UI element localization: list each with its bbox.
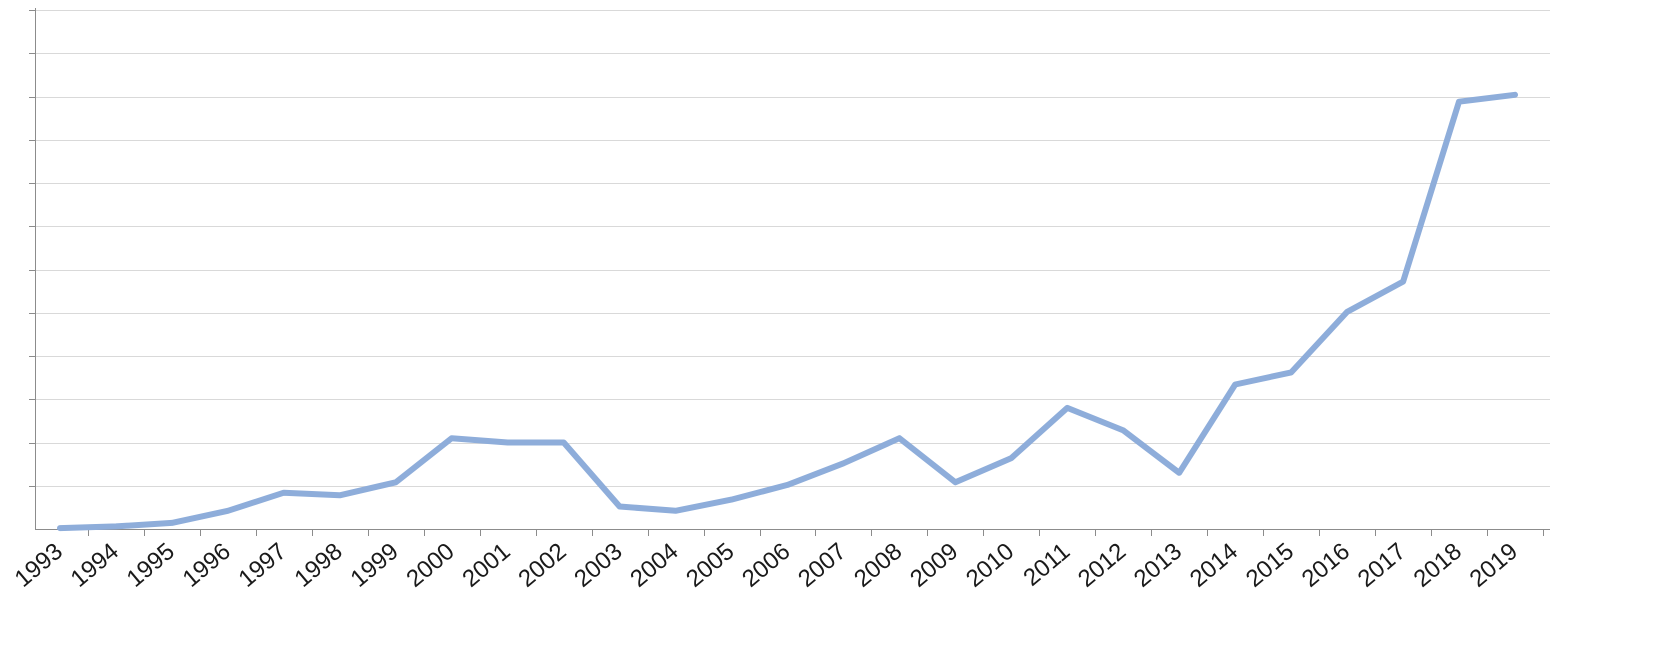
series-line — [57, 91, 1518, 532]
x-tick-label: 2004 — [625, 538, 683, 593]
x-tick-label: 2017 — [1353, 538, 1411, 593]
x-tick-label: 1994 — [66, 538, 124, 593]
x-tick-label: 1993 — [10, 538, 68, 593]
x-tick-label: 2005 — [681, 538, 739, 593]
axes — [29, 8, 1550, 536]
x-tick-label: 1995 — [122, 538, 180, 593]
x-tick-label: 2015 — [1241, 538, 1299, 593]
series-group — [57, 91, 1518, 532]
x-tick-label: 2016 — [1297, 538, 1355, 593]
x-tick-label: 2018 — [1409, 538, 1467, 593]
x-tick-label: 2003 — [569, 538, 627, 593]
x-tick-label: 1999 — [345, 538, 403, 593]
x-tick-label: 2014 — [1185, 538, 1243, 593]
x-tick-label: 1996 — [178, 538, 236, 593]
x-tick-label: 2019 — [1465, 538, 1523, 593]
x-tick-label: 2011 — [1018, 538, 1075, 592]
x-tick-label: 2010 — [961, 538, 1019, 593]
x-tick-label: 2008 — [849, 538, 907, 593]
x-tick-label: 2001 — [457, 538, 515, 593]
x-tick-label: 2000 — [401, 538, 459, 593]
x-tick-label: 2007 — [793, 538, 851, 593]
gridlines — [35, 10, 1550, 487]
x-tick-label: 1997 — [233, 538, 291, 593]
x-tick-label: 2009 — [905, 538, 963, 593]
x-tick-label: 2002 — [513, 538, 571, 593]
x-axis-tick-labels: 1993199419951996199719981999200020012002… — [10, 538, 1523, 593]
x-tick-label: 2012 — [1073, 538, 1131, 593]
x-tick-label: 1998 — [289, 538, 347, 593]
x-tick-label: 2006 — [737, 538, 795, 593]
x-tick-label: 2013 — [1129, 538, 1187, 593]
